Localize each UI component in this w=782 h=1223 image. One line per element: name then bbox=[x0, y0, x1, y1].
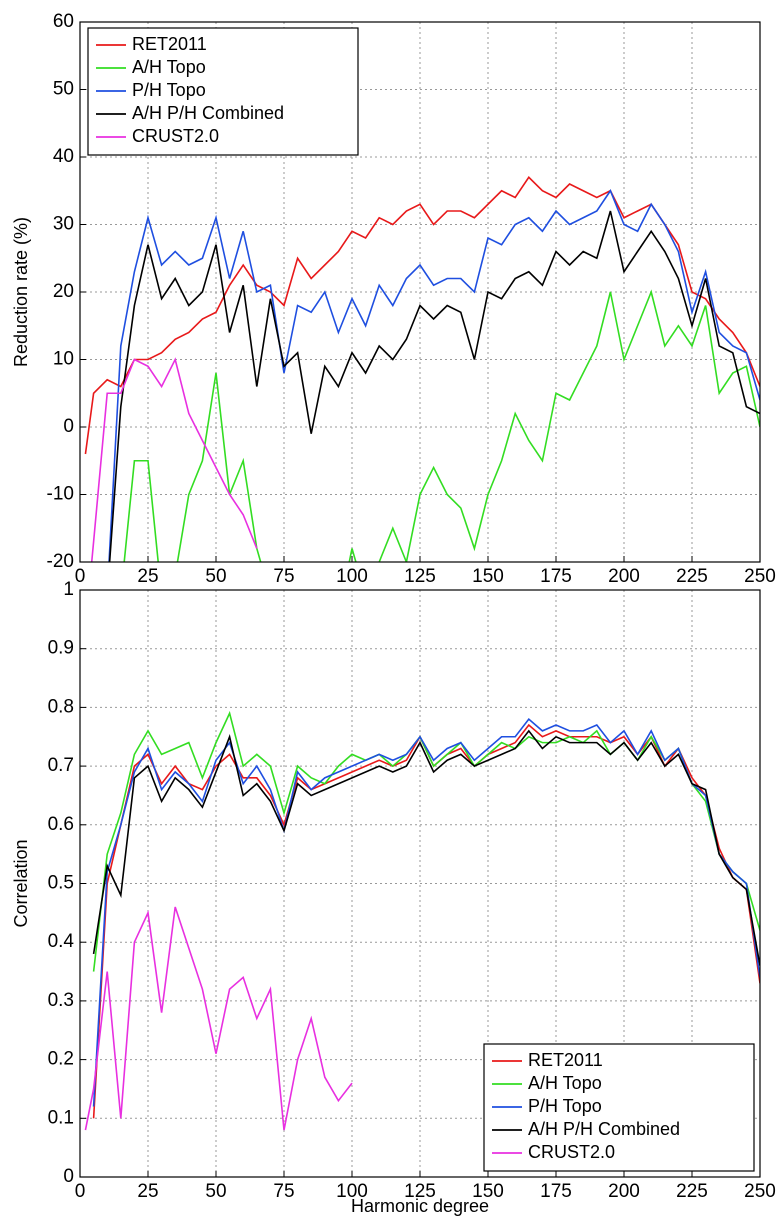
y-axis-label: Reduction rate (%) bbox=[11, 217, 31, 367]
x-axis-label: Harmonic degree bbox=[351, 1196, 489, 1216]
x-tick-label: 0 bbox=[75, 1181, 86, 1202]
y-tick-label: 30 bbox=[53, 214, 74, 235]
legend-label: P/H Topo bbox=[528, 1096, 602, 1116]
y-axis-label: Correlation bbox=[11, 839, 31, 927]
y-tick-label: 0.2 bbox=[48, 1049, 74, 1070]
x-tick-label: 0 bbox=[75, 566, 86, 587]
x-tick-label: 150 bbox=[472, 566, 504, 587]
y-tick-label: 0.3 bbox=[48, 990, 74, 1011]
plot-lines bbox=[84, 175, 760, 562]
x-tick-label: 250 bbox=[744, 1181, 776, 1202]
x-tick-label: 25 bbox=[137, 1181, 158, 1202]
plot-lines bbox=[84, 710, 760, 1131]
legend-label: P/H Topo bbox=[132, 80, 206, 100]
legend-label: A/H P/H Combined bbox=[528, 1119, 680, 1139]
series-line bbox=[108, 189, 760, 562]
series-line bbox=[108, 210, 760, 562]
x-tick-label: 50 bbox=[205, 566, 226, 587]
y-tick-label: 1 bbox=[63, 579, 74, 600]
x-tick-label: 225 bbox=[676, 566, 708, 587]
x-tick-label: 150 bbox=[472, 1181, 504, 1202]
y-tick-label: -20 bbox=[47, 551, 74, 572]
y-tick-label: 0.9 bbox=[48, 638, 74, 659]
x-tick-label: 50 bbox=[205, 1181, 226, 1202]
plot-frame bbox=[79, 589, 761, 1178]
series-line bbox=[123, 289, 760, 562]
x-tick-label: 125 bbox=[404, 1181, 436, 1202]
y-tick-label: 0.8 bbox=[48, 696, 74, 717]
y-tick-label: 0.7 bbox=[48, 755, 74, 776]
y-tick-label: 50 bbox=[53, 79, 74, 100]
y-tick-label: 60 bbox=[53, 11, 74, 32]
y-tick-label: -10 bbox=[47, 484, 74, 505]
y-tick-label: 0.4 bbox=[48, 931, 75, 952]
plot-frame bbox=[79, 21, 761, 563]
series-line bbox=[84, 906, 353, 1131]
x-tick-label: 200 bbox=[608, 566, 640, 587]
y-tick-label: 0 bbox=[63, 416, 74, 437]
x-tick-label: 100 bbox=[336, 566, 368, 587]
x-tick-label: 175 bbox=[540, 566, 572, 587]
series-line bbox=[92, 710, 760, 972]
legend-label: CRUST2.0 bbox=[528, 1142, 615, 1162]
legend-label: RET2011 bbox=[528, 1050, 603, 1070]
y-tick-label: 0.1 bbox=[48, 1107, 74, 1128]
series-line bbox=[92, 717, 760, 1107]
y-tick-label: 10 bbox=[53, 349, 74, 370]
x-tick-label: 100 bbox=[336, 1181, 368, 1202]
y-tick-label: 20 bbox=[53, 281, 74, 302]
x-tick-label: 25 bbox=[137, 566, 158, 587]
x-tick-label: 75 bbox=[273, 566, 294, 587]
x-tick-label: 125 bbox=[404, 566, 436, 587]
x-tick-label: 75 bbox=[273, 1181, 294, 1202]
series-line bbox=[84, 175, 760, 455]
legend-label: A/H P/H Combined bbox=[132, 103, 284, 123]
x-tick-label: 250 bbox=[744, 566, 776, 587]
legend-box bbox=[87, 27, 359, 156]
legend-box bbox=[483, 1043, 755, 1172]
legend-label: A/H Topo bbox=[132, 57, 206, 77]
x-tick-label: 175 bbox=[540, 1181, 572, 1202]
y-tick-label: 0.6 bbox=[48, 814, 74, 835]
legend-label: CRUST2.0 bbox=[132, 126, 219, 146]
legend-label: A/H Topo bbox=[528, 1073, 602, 1093]
y-tick-label: 40 bbox=[53, 146, 74, 167]
series-line bbox=[92, 729, 760, 966]
x-tick-label: 200 bbox=[608, 1181, 640, 1202]
y-tick-label: 0 bbox=[63, 1166, 74, 1187]
series-line bbox=[90, 357, 258, 562]
legend-label: RET2011 bbox=[132, 34, 207, 54]
x-tick-label: 225 bbox=[676, 1181, 708, 1202]
y-tick-label: 0.5 bbox=[48, 873, 74, 894]
